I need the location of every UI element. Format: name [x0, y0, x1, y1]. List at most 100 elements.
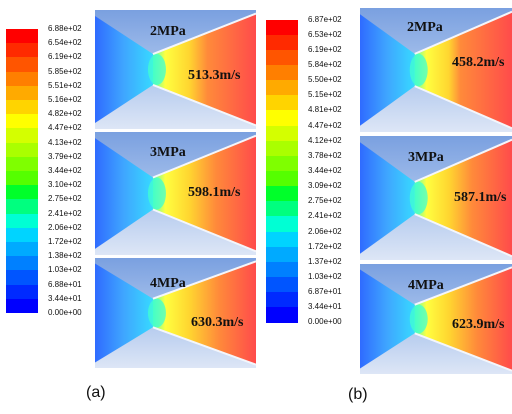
colorbar-tick-label: 4.82e+02 [48, 109, 82, 119]
colorbar-tick-label: 4.13e+02 [48, 137, 82, 147]
colorbar-swatch [6, 156, 38, 172]
colorbar-tick-label: 5.84e+02 [308, 60, 342, 69]
colorbar-tick-label: 6.53e+02 [308, 29, 342, 39]
colorbar-tick-label: 2.75e+02 [48, 194, 82, 204]
colorbar-tick-label: 3.09e+02 [308, 181, 342, 191]
colorbar-swatch [6, 256, 38, 271]
colorbar-tick-label: 1.37e+02 [308, 256, 342, 266]
colorbar-tick-label: 5.16e+02 [48, 95, 82, 105]
colorbar-swatch [6, 171, 38, 186]
pressure-label-a-1: 3MPa [150, 145, 186, 160]
colorbar-tick-label: 6.87e+02 [308, 14, 342, 24]
colorbar-swatch [266, 155, 298, 172]
colorbar-swatch [266, 49, 298, 66]
colorbar-swatch [266, 277, 298, 293]
colorbar-tick-label: 4.47e+02 [308, 120, 342, 130]
colorbar-swatch [6, 57, 38, 73]
colorbar-swatch [6, 128, 38, 144]
colorbar-swatch [6, 85, 38, 101]
colorbar-swatch [6, 199, 38, 215]
colorbar-swatch [6, 114, 38, 130]
colorbar-swatch [6, 185, 38, 200]
colorbar-swatch [6, 29, 38, 44]
colorbar-tick-label: 5.85e+02 [48, 66, 82, 76]
colorbar-swatch [266, 292, 298, 308]
panel-b: 6.87e+02 6.53e+02 6.19e+02 5.84e+02 5.50e+02… [260, 0, 512, 414]
colorbar-a: 6.88e+02 6.54e+02 6.19e+02 5.85e+02 5.51e+02… [6, 22, 92, 320]
colorbar-tick-label: 0.00e+00 [48, 307, 82, 317]
caption-b: (b) [348, 386, 368, 403]
colorbar-swatch [266, 19, 298, 36]
colorbar-tick-label: 3.78e+02 [308, 150, 342, 160]
contour-a-0 [95, 10, 256, 129]
colorbar-swatch [266, 307, 298, 324]
colorbar-tick-label: 5.51e+02 [48, 80, 82, 90]
colorbar-tick-label: 1.72e+02 [308, 241, 342, 251]
colorbar-tick-label: 1.38e+02 [48, 251, 82, 261]
pressure-label-b-2: 4MPa [408, 278, 444, 293]
colorbar-swatch [6, 100, 38, 115]
colorbar-tick-label: 1.03e+02 [308, 272, 342, 281]
velocity-label-b-1: 587.1m/s [454, 190, 507, 205]
colorbar-tick-label: 3.10e+02 [48, 180, 82, 190]
colorbar-swatch [266, 201, 298, 218]
pressure-label-b-0: 2MPa [407, 20, 443, 35]
velocity-label-a-1: 598.1m/s [188, 185, 241, 200]
colorbar-tick-label: 3.44e+02 [308, 166, 342, 175]
colorbar-tick-label: 3.44e+02 [48, 166, 82, 175]
colorbar-tick-label: 3.79e+02 [48, 151, 82, 161]
colorbar-swatch [266, 80, 298, 96]
colorbar-tick-label: 4.47e+02 [48, 123, 82, 133]
colorbar-tick-label: 6.88e+02 [48, 24, 82, 34]
colorbar-swatch [6, 43, 38, 59]
colorbar-swatch [266, 261, 298, 278]
colorbar-tick-label: 2.06e+02 [308, 226, 342, 236]
colorbar-tick-label: 4.81e+02 [308, 105, 342, 115]
colorbar-tick-label: 0.00e+00 [308, 317, 342, 327]
colorbar-swatch [266, 140, 298, 157]
colorbar-swatch [266, 216, 298, 233]
colorbar-swatch [6, 142, 38, 158]
colorbar-swatch [6, 270, 38, 286]
colorbar-tick-label: 6.88e+01 [48, 279, 82, 289]
caption-a: (a) [86, 384, 106, 401]
colorbar-swatch [6, 284, 38, 300]
contour-b-1 [360, 136, 512, 260]
colorbar-swatch [6, 298, 38, 314]
colorbar-tick-label: 2.06e+02 [48, 222, 82, 232]
colorbar-tick-label: 6.19e+02 [48, 52, 82, 62]
colorbar-swatch [266, 186, 298, 202]
colorbar-tick-label: 4.12e+02 [308, 135, 342, 145]
pressure-label-a-2: 4MPa [150, 276, 186, 291]
colorbar-tick-label: 6.19e+02 [308, 44, 342, 54]
colorbar-swatch [266, 231, 298, 248]
colorbar-swatch [6, 213, 38, 229]
contour-b-2 [360, 264, 512, 374]
contour-a-2 [95, 258, 256, 368]
colorbar-swatch [266, 95, 298, 112]
velocity-label-a-0: 513.3m/s [188, 68, 241, 83]
contour-b-0 [360, 8, 512, 132]
colorbar-tick-label: 2.41e+02 [308, 211, 342, 221]
colorbar-tick-label: 6.87e+01 [308, 287, 342, 297]
contour-a-1 [95, 132, 256, 255]
colorbar-swatch [266, 171, 298, 187]
velocity-label-b-0: 458.2m/s [452, 55, 505, 70]
pressure-label-a-0: 2MPa [150, 24, 186, 39]
colorbar-swatch [266, 65, 298, 81]
colorbar-b: 6.87e+02 6.53e+02 6.19e+02 5.84e+02 5.50e+02… [266, 12, 352, 330]
colorbar-swatch [6, 241, 38, 257]
colorbar-swatch [6, 227, 38, 243]
pressure-label-b-1: 3MPa [408, 150, 444, 165]
colorbar-tick-label: 5.50e+02 [308, 75, 342, 85]
colorbar-swatch [6, 71, 38, 87]
colorbar-tick-label: 1.03e+02 [48, 265, 82, 275]
colorbar-tick-label: 3.44e+01 [48, 293, 82, 303]
colorbar-tick-label: 3.44e+01 [308, 302, 342, 312]
colorbar-swatch [266, 246, 298, 263]
velocity-label-b-2: 623.9m/s [452, 317, 505, 332]
colorbar-swatch [266, 34, 298, 51]
colorbar-tick-label: 2.41e+02 [48, 208, 82, 218]
colorbar-tick-label: 2.75e+02 [308, 196, 342, 206]
colorbar-tick-label: 6.54e+02 [48, 38, 82, 48]
